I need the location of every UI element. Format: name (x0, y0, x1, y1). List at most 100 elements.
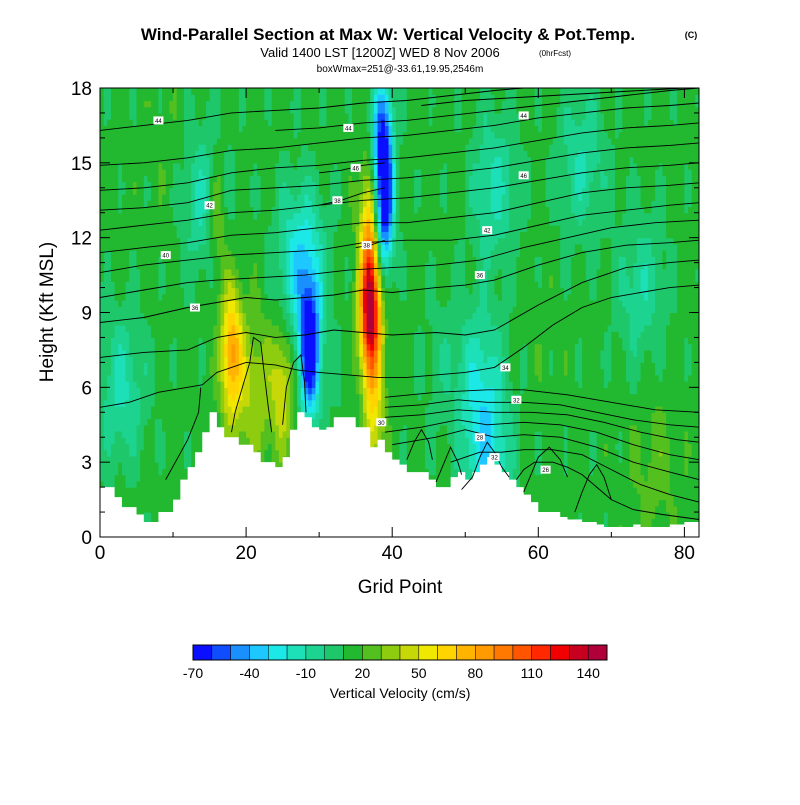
velocity-cell (143, 194, 149, 201)
velocity-cell (169, 356, 174, 363)
velocity-cell (257, 106, 262, 114)
velocity-cell (333, 393, 339, 401)
velocity-cell (110, 212, 116, 220)
velocity-cell (322, 418, 328, 426)
velocity-cell (282, 262, 287, 270)
velocity-cell (308, 156, 313, 164)
velocity-cell (118, 169, 123, 176)
velocity-cell (202, 324, 207, 332)
velocity-cell (180, 94, 185, 102)
velocity-cell (257, 187, 262, 195)
velocity-cell (184, 144, 189, 151)
velocity-cell (257, 381, 262, 388)
velocity-cell (154, 518, 160, 526)
velocity-cell (322, 343, 328, 351)
velocity-cell (297, 300, 302, 307)
velocity-cell (242, 225, 247, 233)
velocity-cell (344, 281, 349, 289)
velocity-cell (180, 343, 185, 351)
velocity-cell (191, 337, 196, 345)
velocity-cell (140, 237, 145, 245)
velocity-cell (224, 212, 229, 220)
velocity-cell (184, 225, 189, 233)
velocity-cell (344, 356, 349, 363)
velocity-cell (202, 368, 207, 376)
velocity-cell (289, 106, 295, 114)
velocity-cell (194, 131, 200, 139)
velocity-cell (275, 455, 280, 463)
velocity-cell (268, 449, 273, 457)
velocity-cell (169, 225, 174, 233)
velocity-cell (319, 194, 324, 201)
velocity-cell (264, 300, 269, 307)
velocity-cell (100, 237, 105, 245)
velocity-cell (118, 212, 123, 220)
velocity-cell (158, 256, 163, 264)
velocity-cell (147, 144, 152, 151)
velocity-cell (143, 468, 149, 476)
velocity-cell (216, 387, 222, 395)
velocity-cell (121, 125, 127, 133)
velocity-cell (344, 194, 349, 201)
velocity-cell (213, 243, 218, 251)
velocity-cell (191, 156, 196, 164)
velocity-cell (158, 487, 163, 494)
velocity-cell (103, 312, 108, 320)
velocity-cell (140, 250, 145, 257)
velocity-cell (341, 100, 346, 108)
velocity-cell (246, 243, 251, 251)
velocity-cell (194, 324, 200, 332)
velocity-cell (107, 449, 112, 457)
velocity-cell (326, 418, 331, 426)
velocity-cell (191, 88, 196, 95)
velocity-cell (154, 112, 160, 120)
velocity-cell (147, 487, 152, 494)
velocity-cell (103, 293, 108, 301)
velocity-cell (143, 125, 149, 133)
velocity-cell (293, 212, 298, 220)
velocity-cell (107, 200, 112, 208)
velocity-cell (169, 368, 174, 376)
velocity-cell (330, 194, 335, 201)
velocity-cell (125, 337, 130, 345)
velocity-cell (253, 306, 258, 314)
velocity-cell (173, 337, 178, 345)
velocity-cell (253, 337, 258, 345)
velocity-cell (205, 100, 211, 108)
velocity-cell (341, 112, 346, 120)
velocity-cell (154, 287, 160, 295)
velocity-cell (140, 343, 145, 351)
velocity-cell (158, 499, 163, 507)
velocity-cell (118, 412, 123, 420)
velocity-cell (107, 181, 112, 189)
velocity-cell (253, 106, 258, 114)
velocity-cell (231, 200, 236, 208)
velocity-cell (100, 281, 105, 289)
velocity-cell (231, 112, 236, 120)
velocity-cell (344, 393, 349, 401)
velocity-cell (227, 287, 233, 295)
velocity-cell (121, 474, 127, 482)
velocity-cell (293, 206, 298, 214)
velocity-cell (132, 399, 138, 407)
velocity-cell (194, 275, 200, 282)
velocity-cell (191, 144, 196, 151)
velocity-cell (132, 424, 138, 432)
velocity-cell (319, 318, 324, 326)
velocity-cell (103, 250, 108, 257)
velocity-cell (238, 281, 244, 289)
velocity-cell (132, 337, 138, 345)
velocity-cell (118, 331, 123, 339)
velocity-cell (169, 443, 174, 451)
velocity-cell (275, 187, 280, 195)
velocity-cell (341, 106, 346, 114)
velocity-cell (165, 424, 170, 432)
velocity-cell (125, 468, 130, 476)
velocity-cell (319, 362, 324, 370)
velocity-cell (151, 368, 156, 376)
velocity-cell (118, 493, 123, 501)
velocity-cell (278, 156, 284, 164)
velocity-cell (180, 281, 185, 289)
velocity-cell (326, 194, 331, 201)
velocity-cell (110, 318, 116, 326)
